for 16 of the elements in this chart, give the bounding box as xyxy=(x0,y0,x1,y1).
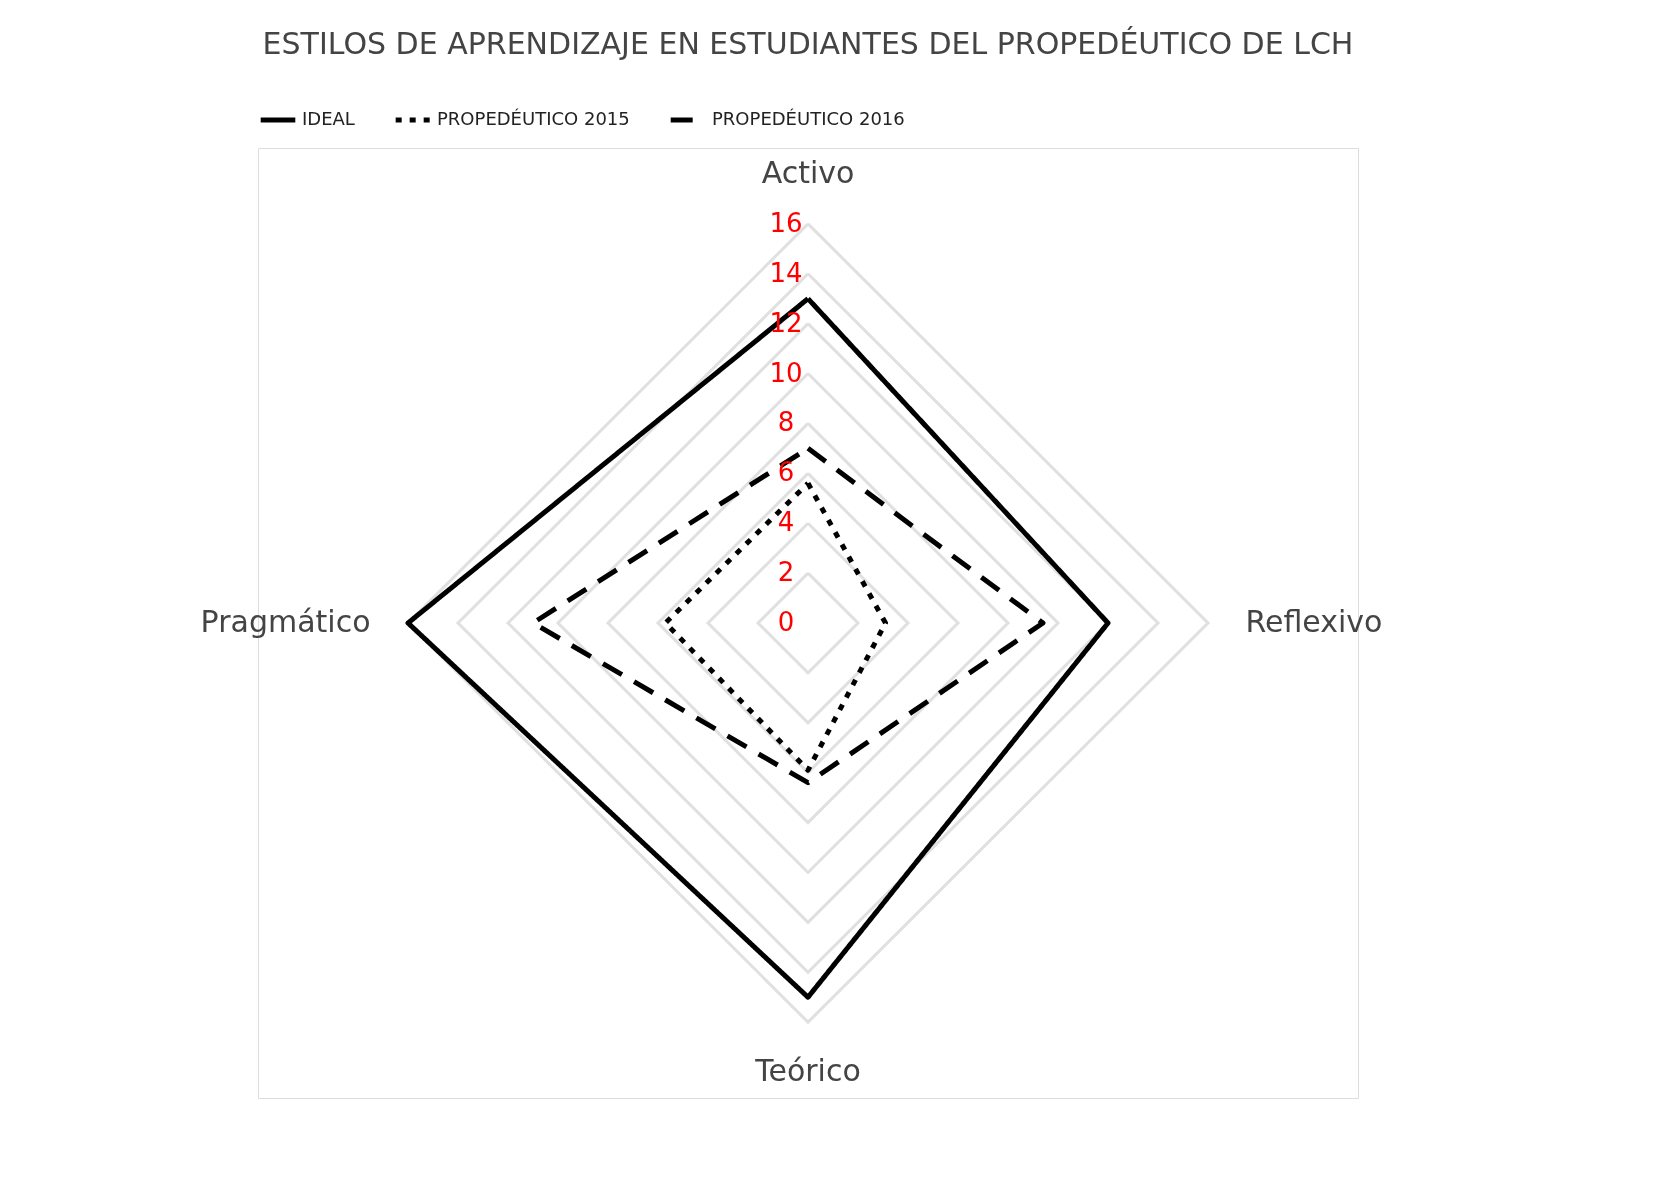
y-tick-label: 6 xyxy=(777,457,795,488)
y-tick-label: 10 xyxy=(769,357,803,388)
y-tick-label: 14 xyxy=(769,257,803,288)
spoke-label: Reflexivo xyxy=(1245,604,1383,639)
legend-label: IDEAL xyxy=(302,108,355,129)
y-tick-label: 0 xyxy=(777,607,795,637)
y-tick-label: 8 xyxy=(777,407,795,438)
spoke-label: Teórico xyxy=(754,1053,861,1089)
chart-title: ESTILOS DE APRENDIZAJE EN ESTUDIANTES DEL PROPEDÉUTICO DE LCH xyxy=(262,26,1354,61)
spoke-label: Pragmático xyxy=(200,604,371,639)
y-tick-label: 16 xyxy=(769,207,803,238)
legend-label: PROPEDÉUTICO 2015 xyxy=(437,108,630,129)
y-tick-label: 4 xyxy=(777,507,795,538)
legend-label: PROPEDÉUTICO 2016 xyxy=(712,108,905,129)
y-tick-label: 2 xyxy=(777,557,795,588)
spoke-label: Activo xyxy=(761,154,855,190)
